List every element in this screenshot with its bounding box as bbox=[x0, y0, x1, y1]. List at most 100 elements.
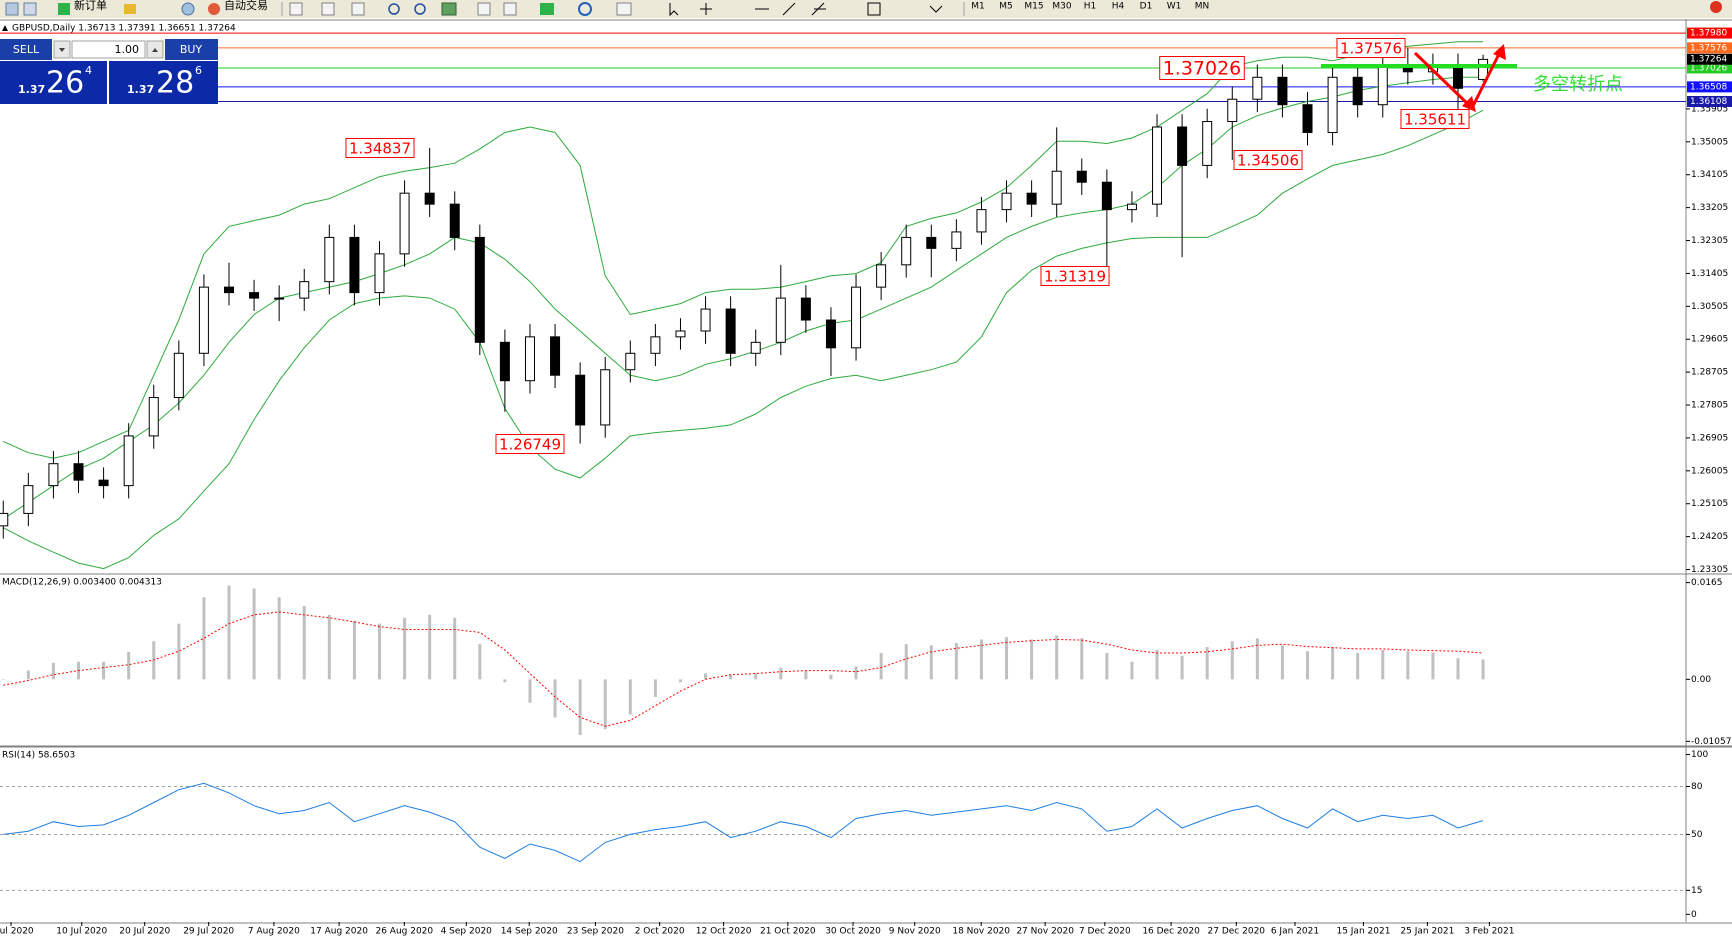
ask-fraction[interactable]: 6 bbox=[195, 64, 202, 77]
candle-body bbox=[1302, 104, 1313, 133]
timeframe-button[interactable]: M15 bbox=[1024, 2, 1043, 12]
macd-bar bbox=[603, 679, 607, 730]
crosshair-icon[interactable] bbox=[700, 3, 712, 15]
toolbar-icon[interactable] bbox=[124, 4, 136, 14]
macd-bar bbox=[553, 679, 557, 718]
buy-button[interactable] bbox=[165, 39, 218, 60]
sell-label[interactable]: SELL bbox=[13, 43, 40, 56]
cursor-icon[interactable] bbox=[669, 3, 679, 17]
macd-bar bbox=[1356, 652, 1360, 680]
timeframe-button[interactable]: W1 bbox=[1167, 2, 1182, 12]
arrow-icon[interactable] bbox=[929, 5, 943, 13]
macd-bar bbox=[729, 674, 733, 680]
templates-icon[interactable] bbox=[616, 2, 632, 16]
macd-bar bbox=[1180, 655, 1184, 680]
timeframe-button[interactable]: M5 bbox=[999, 2, 1013, 12]
y-tick-label: 1.26905 bbox=[1691, 433, 1728, 443]
x-tick-label: 17 Aug 2020 bbox=[310, 927, 368, 937]
buy-label[interactable]: BUY bbox=[180, 43, 203, 56]
y-tick-label: 1.34105 bbox=[1691, 170, 1728, 180]
toolbar-icon[interactable] bbox=[181, 2, 195, 16]
candle-body bbox=[173, 352, 184, 399]
trendline-icon[interactable] bbox=[782, 2, 796, 16]
macd-bar bbox=[678, 679, 682, 683]
candle-body bbox=[550, 336, 561, 376]
y-tick-label: 15 bbox=[1691, 886, 1702, 896]
ask-prefix[interactable]: 1.37 bbox=[127, 83, 154, 96]
y-tick-label: 1.32305 bbox=[1691, 236, 1728, 246]
timeframe-button[interactable]: M1 bbox=[971, 2, 985, 12]
candle-body bbox=[73, 463, 84, 481]
new-order-icon[interactable] bbox=[58, 3, 70, 15]
bid-box[interactable] bbox=[0, 61, 107, 104]
macd-bar bbox=[1105, 652, 1109, 680]
macd-bar bbox=[202, 597, 206, 680]
y-tick-label: 1.33205 bbox=[1691, 203, 1728, 213]
bid-prefix[interactable]: 1.37 bbox=[18, 83, 45, 96]
indicators-icon[interactable] bbox=[540, 3, 554, 15]
macd-bar bbox=[804, 670, 808, 680]
timeframe-button[interactable]: MN bbox=[1195, 2, 1210, 12]
timeframe-button[interactable]: M30 bbox=[1052, 2, 1071, 12]
lots-value[interactable]: 1.00 bbox=[115, 43, 140, 56]
x-tick-label: 27 Nov 2020 bbox=[1016, 927, 1074, 937]
toolbar-icon[interactable] bbox=[5, 2, 19, 16]
macd-bar bbox=[252, 588, 256, 680]
toolbar-icon[interactable] bbox=[503, 2, 517, 16]
toolbar-icon[interactable] bbox=[23, 2, 37, 16]
toolbar-icon[interactable] bbox=[477, 2, 491, 16]
y-tick-label: 1.31405 bbox=[1691, 269, 1728, 279]
bid-fraction[interactable]: 4 bbox=[85, 64, 92, 77]
candle-body bbox=[825, 319, 836, 349]
candle-body bbox=[524, 336, 535, 382]
level-label: 1.37026 bbox=[1690, 63, 1727, 73]
y-tick-label: 1.35005 bbox=[1691, 137, 1728, 147]
macd-bar bbox=[1280, 645, 1284, 680]
y-tick-label: 1.28705 bbox=[1691, 368, 1728, 378]
annotation: 1.34837 bbox=[349, 140, 411, 158]
periods-icon[interactable] bbox=[578, 2, 592, 16]
x-tick-label: 6 Jan 2021 bbox=[1271, 927, 1319, 937]
macd-bar bbox=[854, 666, 858, 680]
new-order-button[interactable]: 新订单 bbox=[74, 0, 107, 12]
annotation: 1.26749 bbox=[499, 436, 561, 454]
ask-box[interactable] bbox=[109, 61, 218, 104]
arrow-head bbox=[1493, 44, 1506, 60]
candle-body bbox=[951, 231, 962, 249]
timeframe-button[interactable]: H1 bbox=[1084, 2, 1097, 12]
title-icon bbox=[2, 25, 8, 31]
level-label: 1.36508 bbox=[1690, 82, 1727, 92]
candle-body bbox=[449, 203, 460, 238]
auto-trading-button[interactable]: 自动交易 bbox=[224, 0, 268, 12]
tile-icon[interactable] bbox=[441, 2, 457, 16]
toolbar-icon[interactable] bbox=[351, 2, 365, 16]
x-tick-label: 29 Jul 2020 bbox=[183, 927, 234, 937]
macd-bar bbox=[1130, 661, 1134, 680]
zoom-in-icon[interactable] bbox=[388, 3, 400, 15]
ask-pips[interactable]: 28 bbox=[156, 66, 194, 101]
candle-body bbox=[1076, 170, 1087, 183]
sell-button[interactable] bbox=[0, 39, 52, 60]
candle-body bbox=[1202, 121, 1213, 166]
timeframe-button[interactable]: H4 bbox=[1112, 2, 1125, 12]
zoom-out-icon[interactable] bbox=[414, 3, 426, 15]
candle-body bbox=[1478, 58, 1489, 80]
macd-bar bbox=[1055, 635, 1059, 680]
fibo-icon[interactable] bbox=[811, 2, 826, 16]
auto-trading-icon[interactable] bbox=[208, 3, 220, 15]
alert-icon[interactable] bbox=[1710, 1, 1722, 13]
arrow-down bbox=[1413, 51, 1474, 110]
x-tick-label: 10 Jul 2020 bbox=[56, 927, 107, 937]
label-icon[interactable] bbox=[867, 2, 881, 16]
timeframes: M1 M5 M15 M30 H1 H4 D1 W1 MN bbox=[971, 2, 1209, 12]
annotation-box bbox=[495, 434, 565, 454]
toolbar-icon[interactable] bbox=[289, 2, 303, 16]
x-tick-label: 7 Aug 2020 bbox=[248, 927, 300, 937]
bid-pips[interactable]: 26 bbox=[46, 66, 84, 101]
toolbar-icon[interactable] bbox=[321, 2, 335, 16]
timeframe-button[interactable]: D1 bbox=[1140, 2, 1153, 12]
lots-input[interactable] bbox=[71, 40, 146, 59]
annotation: 1.34506 bbox=[1237, 152, 1299, 170]
